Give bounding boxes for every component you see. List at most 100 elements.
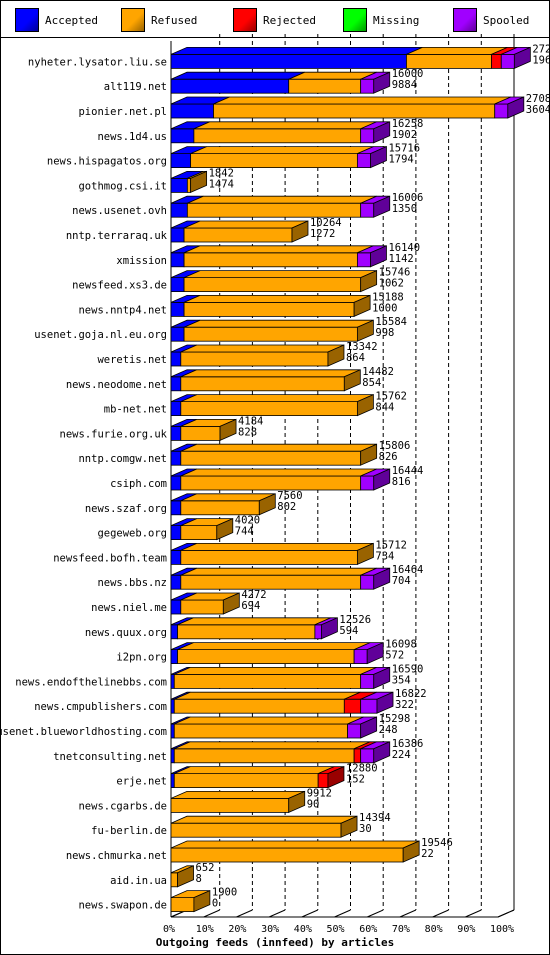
bar-segment-refused <box>177 649 355 664</box>
bar-segment-accepted <box>170 301 185 317</box>
x-tick-label: 30% <box>261 924 279 935</box>
offered-label: 4272 <box>241 589 266 601</box>
row-label: i2pn.org <box>116 652 167 664</box>
bar-segment-refused <box>213 103 496 119</box>
bar-segment-refused <box>180 351 329 367</box>
bar-segment-top <box>183 294 371 303</box>
row-label: news.szaf.org <box>85 503 167 515</box>
row-label: news.cgarbs.de <box>78 800 167 812</box>
row-label: news.niel.me <box>91 602 167 614</box>
bar-end-face <box>340 815 358 838</box>
bar-end-face <box>291 220 309 243</box>
row-label: fu-berlin.de <box>91 825 167 837</box>
bar-segment-rejected <box>491 54 502 69</box>
accepted-label: 3604 <box>526 104 550 116</box>
bar-segment-refused <box>170 847 404 863</box>
bar-segment-accepted <box>170 351 182 367</box>
bar-segment-top <box>177 642 371 650</box>
row-label: newsfeed.bofh.team <box>53 552 167 564</box>
legend-swatch <box>453 8 477 32</box>
row-label: nyheter.lysator.liu.se <box>28 56 167 68</box>
row-label: news.usenet.ovh <box>72 205 167 217</box>
offered-label: 19546 <box>421 837 453 849</box>
bar-segment-refused <box>180 475 362 491</box>
bar-segment-refused <box>183 301 355 317</box>
bar-segment-refused <box>193 128 362 144</box>
bar-segment-accepted <box>170 177 188 193</box>
bar-segment-spooled <box>347 723 362 739</box>
accepted-label: 0 <box>212 898 218 910</box>
bar-segment-accepted <box>170 624 178 640</box>
accepted-label: 1474 <box>209 178 234 190</box>
legend-label: Missing <box>373 14 420 27</box>
bar-segment-refused <box>180 574 362 590</box>
accepted-label: 224 <box>392 749 411 761</box>
bar-segment-top <box>170 791 305 799</box>
bar-end-face <box>373 71 391 94</box>
offered-label: 10264 <box>310 217 342 229</box>
legend-label: Spooled <box>483 14 530 27</box>
bar-segment-accepted <box>170 326 185 342</box>
bar-end-face <box>327 344 345 367</box>
bar-segment-top <box>213 96 511 105</box>
offered-label: 16464 <box>392 564 424 576</box>
bar-segment-refused <box>180 376 345 392</box>
tick-mark <box>432 909 449 918</box>
bar-segment-top <box>174 667 377 675</box>
bar-segment-accepted <box>170 401 182 417</box>
bar-segment-top <box>193 121 377 130</box>
bar-segment-refused <box>183 227 293 243</box>
offered-label: 15188 <box>372 291 404 303</box>
bar-segment-top <box>174 741 371 750</box>
bar-segment-top <box>177 617 332 626</box>
accepted-label: 354 <box>392 674 411 686</box>
accepted-label: 1062 <box>379 278 404 290</box>
x-tick-label: 80% <box>425 924 443 935</box>
bar-segment-top <box>187 195 377 204</box>
bar-segment-refused <box>288 78 362 94</box>
accepted-label: 248 <box>379 724 398 736</box>
bar-segment-top <box>170 815 358 824</box>
bar-segment-refused <box>180 401 358 417</box>
bar-end-face <box>373 468 391 491</box>
bar-end-face <box>360 269 378 293</box>
offered-label: 15746 <box>379 267 411 279</box>
accepted-label: 826 <box>379 451 398 463</box>
bar-segment-accepted <box>170 376 182 392</box>
bar-end-face <box>356 542 374 566</box>
offered-label: 15712 <box>375 539 407 551</box>
accepted-label: 734 <box>375 550 394 562</box>
accepted-label: 19614 <box>532 54 550 66</box>
offered-label: 1842 <box>209 167 234 179</box>
bar-segment-accepted <box>170 698 175 714</box>
offered-label: 9912 <box>307 787 332 799</box>
x-tick-label: 90% <box>457 924 475 935</box>
tick-mark <box>399 909 417 918</box>
bar-end-face <box>373 666 391 690</box>
row-label: news.neodome.net <box>66 379 167 391</box>
bar-segment-top <box>183 245 374 254</box>
bar-segment-spooled <box>500 54 515 69</box>
bar-segment-accepted <box>170 550 182 565</box>
legend-swatch <box>15 8 39 32</box>
bar-end-face <box>373 121 391 144</box>
bar-segment-spooled <box>360 128 375 144</box>
bar-segment-rejected <box>317 773 329 788</box>
legend-label: Accepted <box>45 14 98 27</box>
bar-segment-top <box>180 394 374 403</box>
x-tick-label: 40% <box>294 924 312 935</box>
bar-segment-spooled <box>360 574 375 590</box>
row-label: nntp.terraraq.uk <box>66 230 168 242</box>
legend-swatch <box>343 8 367 32</box>
